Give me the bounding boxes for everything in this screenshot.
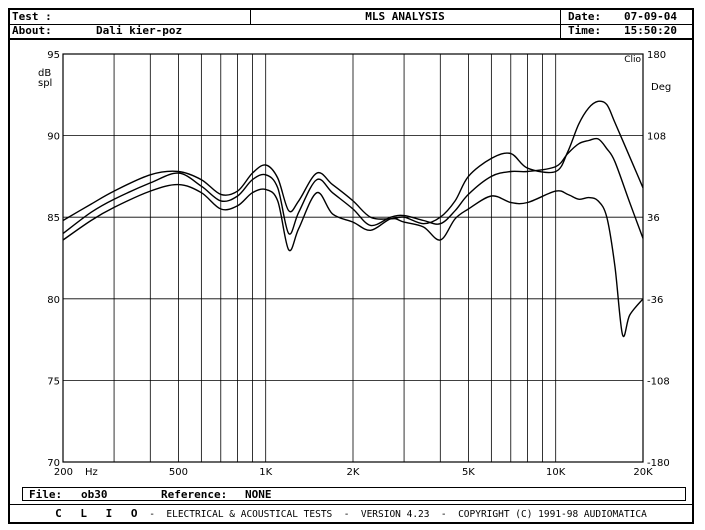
analysis-title: MLS ANALYSIS [365,10,445,23]
y2-tick-label: 36 [647,213,660,224]
x-tick-label: 1K [259,467,272,478]
chart-grid [63,54,643,462]
header-row-1: Test : MLS ANALYSIS Date: 07-09-04 [10,10,692,25]
x-tick-label: 200 [54,467,73,478]
reference-label: Reference: [161,488,228,501]
y-tick-label: 95 [47,50,60,61]
x-unit-label: Hz [85,467,98,478]
clio-window: Test : MLS ANALYSIS Date: 07-09-04 About… [8,8,694,524]
file-bar: File: ob30 Reference: NONE [22,487,686,501]
series-line-2 [62,137,644,239]
y-axis-label-unit: spl [38,78,52,89]
y-tick-label: 80 [47,295,60,306]
x-tick-label: 2K [347,467,360,478]
y2-tick-label: -180 [647,458,670,469]
chart-labels: 95 90 85 80 75 70 180 108 36 -36 -108 -180 200 500 1K 2… [38,50,671,478]
time-value: 15:50:20 [624,24,677,37]
about-label: About: [12,24,52,37]
y2-tick-label: -36 [647,295,663,306]
date-value: 07-09-04 [624,10,677,23]
clio-corner-label: Clio [624,55,641,65]
x-tick-label: 10K [546,467,566,478]
file-name: ob30 [81,488,108,501]
y-tick-label: 70 [47,458,60,469]
x-tick-label: 5K [462,467,475,478]
plot-area [62,53,644,463]
y2-tick-label: 180 [647,50,666,61]
series-line-3 [62,183,644,338]
about-value: Dali kier-poz [96,24,183,37]
footer-bar: C L I O - ELECTRICAL & ACOUSTICAL TESTS … [10,504,692,523]
clio-brand: C L I O [55,507,144,520]
time-label: Time: [568,24,602,37]
chart-series [62,100,644,338]
y-tick-label: 85 [47,213,60,224]
y-axis-label: dB [38,68,51,79]
file-label: File: [29,488,63,501]
x-tick-label: 500 [169,467,188,478]
test-label: Test : [12,10,52,23]
y-tick-label: 90 [47,132,60,143]
footer-text: - ELECTRICAL & ACOUSTICAL TESTS - VERSIO… [143,509,647,520]
y2-tick-label: -108 [647,376,670,387]
y-tick-label: 75 [47,376,60,387]
y2-tick-label: 108 [647,132,666,143]
x-tick-label: 20K [633,467,653,478]
date-label: Date: [568,10,602,23]
y2-axis-label: Deg [651,82,671,93]
reference-value: NONE [245,488,272,501]
header-row-2: About: Dali kier-poz Time: 15:50:20 [10,24,692,40]
